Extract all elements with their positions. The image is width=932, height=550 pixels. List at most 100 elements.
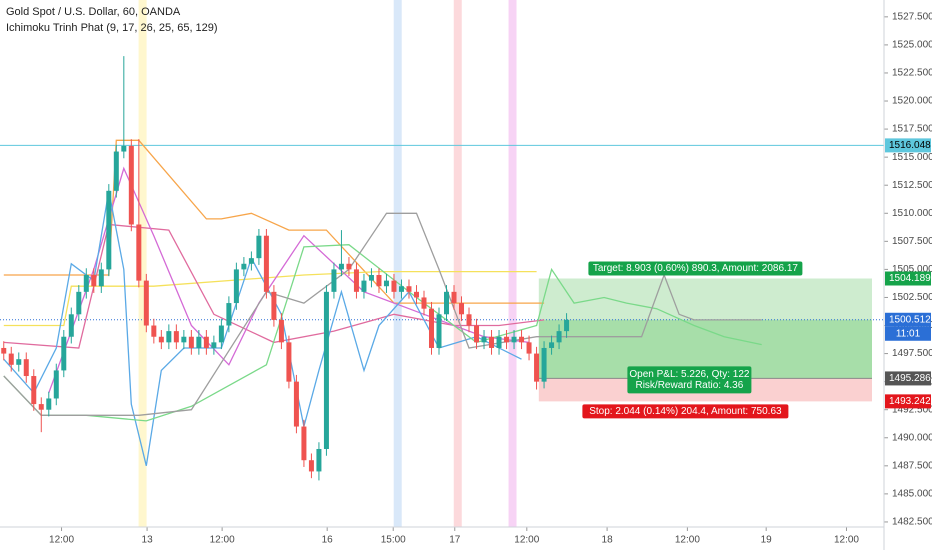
indicator-line [3, 190, 522, 466]
x-tick-label: 12:00 [834, 535, 859, 546]
y-tick-label: 1482.500 [892, 517, 932, 528]
candle-body [241, 263, 247, 270]
candle-body [481, 336, 487, 343]
candle-body [136, 224, 142, 281]
candle-body [181, 336, 187, 343]
last-price-tag-box [885, 312, 931, 327]
candle-body [564, 319, 570, 332]
entry-tag: 1495.286 [889, 373, 931, 384]
candle-body [331, 269, 337, 292]
indicator-label: Ichimoku Trinh Phat (9, 17, 26, 25, 65, … [6, 22, 218, 34]
candle-body [549, 342, 555, 348]
candle-body [128, 145, 134, 225]
y-tick-label: 1487.500 [892, 460, 932, 471]
candle-body [444, 291, 450, 315]
y-tick-label: 1512.500 [892, 180, 932, 191]
stop-tag-box [885, 394, 931, 409]
entry-tag-box [885, 371, 931, 386]
candle-body [8, 353, 14, 365]
candle-body [368, 275, 374, 281]
candle-body [474, 325, 480, 343]
y-tick-label: 1515.000 [892, 152, 932, 163]
candle-body [151, 325, 157, 337]
candle-body [233, 269, 239, 304]
candle-body [391, 280, 397, 292]
y-tick-label: 1497.500 [892, 348, 932, 359]
y-tick-label: 1527.500 [892, 11, 932, 22]
y-tick-label: 1517.500 [892, 124, 932, 135]
target-tag-box [885, 271, 931, 286]
candle-body [383, 280, 389, 287]
candle-body [459, 303, 465, 315]
candle-body [541, 347, 547, 382]
candle-body [53, 370, 59, 399]
pnl-label: Open P&L: 5.226, Qty: 122 [629, 369, 750, 380]
candle-body [316, 448, 322, 472]
countdown: 11:01 [896, 328, 921, 339]
x-tick-label: 18 [602, 535, 614, 546]
plot-layer [1, 56, 762, 481]
y-tick-label: 1520.000 [892, 96, 932, 107]
stop-label: Stop: 2.044 (0.14%) 204.4, Amount: 750.6… [589, 406, 782, 417]
candle-body [38, 404, 44, 410]
session-band [138, 0, 147, 527]
y-tick-label: 1490.000 [892, 432, 932, 443]
candle-body [421, 297, 427, 309]
candle-body [338, 263, 344, 270]
candle-body [511, 336, 517, 343]
candle-body [98, 269, 104, 287]
x-tick-label: 13 [142, 535, 154, 546]
candle-body [406, 286, 412, 292]
candle-body [226, 303, 232, 326]
candle-body [218, 325, 224, 343]
x-tick-label: 16 [322, 535, 334, 546]
chart-title: Gold Spot / U.S. Dollar, 60, OANDA [6, 6, 181, 18]
session-band [508, 0, 517, 527]
y-tick-label: 1485.000 [892, 489, 932, 500]
countdown-box [885, 326, 931, 341]
x-tick-label: 17 [449, 535, 461, 546]
candle-body [436, 314, 442, 348]
candle-body [519, 336, 525, 343]
candle-body [68, 314, 74, 337]
y-tick-label: 1522.500 [892, 68, 932, 79]
y-tick-label: 1502.500 [892, 292, 932, 303]
x-tick-label: 12:00 [210, 535, 235, 546]
stop-label-box [582, 404, 789, 419]
overlay-layer: 1482.500 1485.000 1487.500 1490.000 1492.500… [49, 11, 932, 545]
y-tick-label: 1525.000 [892, 40, 932, 51]
candle-body [271, 291, 277, 320]
candle-body [196, 336, 202, 348]
candle-body [496, 336, 502, 348]
pnl-box [627, 366, 752, 394]
candle-body [16, 359, 22, 365]
candle-body [526, 342, 532, 354]
candle-body [83, 275, 89, 292]
candle-body [346, 263, 352, 270]
candle-body [31, 376, 37, 405]
candle-body [361, 280, 367, 292]
session-band [393, 0, 402, 527]
candle-body [173, 331, 179, 343]
candle-body [166, 331, 172, 343]
x-tick-label: 19 [761, 535, 773, 546]
stop-tag: 1493.242 [889, 396, 931, 407]
y-tick-label: 1507.500 [892, 236, 932, 247]
y-tick-label: 1505.000 [892, 264, 932, 275]
candle-body [1, 347, 7, 354]
rr-label: Risk/Reward Ratio: 4.36 [635, 380, 743, 391]
candle-body [489, 336, 495, 348]
candle-body [91, 275, 97, 287]
candle-body [256, 235, 262, 259]
y-tick-label: 1510.000 [892, 208, 932, 219]
candle-body [428, 308, 434, 348]
x-tick-label: 12:00 [514, 535, 539, 546]
candle-body [76, 291, 82, 315]
candle-body [143, 280, 149, 326]
x-tick-label: 15:00 [381, 535, 406, 546]
candle-body [46, 398, 52, 410]
candle-body [323, 291, 329, 449]
candle-body [413, 291, 419, 298]
indicator-line [3, 212, 762, 416]
